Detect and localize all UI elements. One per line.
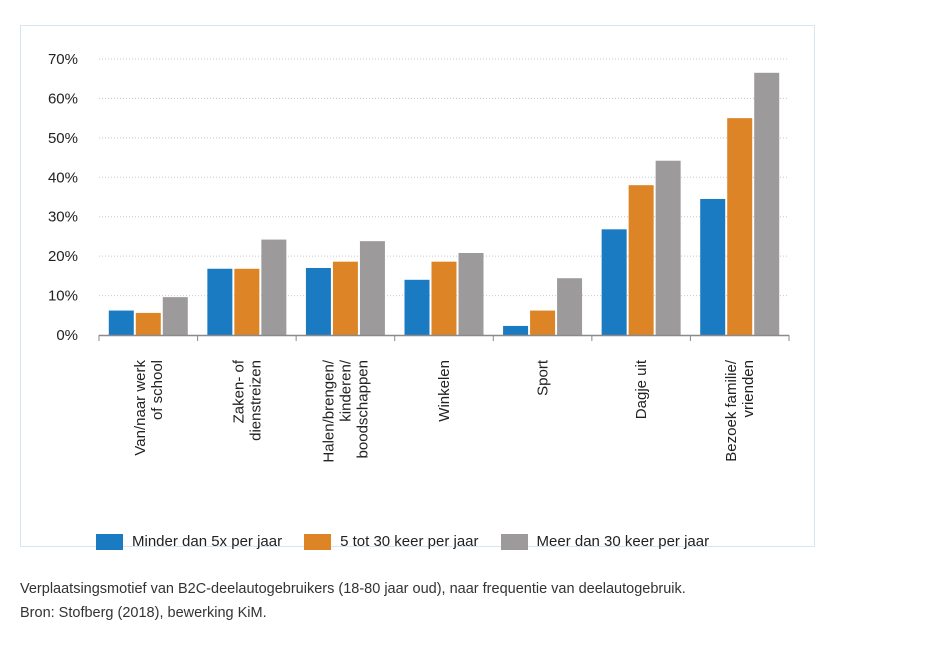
x-tick-label: Winkelen bbox=[436, 360, 453, 422]
bar-series-2 bbox=[628, 185, 654, 335]
bar-series-3 bbox=[754, 72, 780, 336]
x-tick-label: of school bbox=[149, 360, 166, 420]
x-tick-label: boodschappen bbox=[354, 360, 371, 458]
y-tick-label: 20% bbox=[48, 248, 78, 265]
bar-series-2 bbox=[332, 261, 358, 335]
bar-series-2 bbox=[431, 261, 457, 335]
y-tick-label: 10% bbox=[48, 288, 78, 305]
x-tick-label: Bezoek familie/ bbox=[723, 359, 740, 462]
bar-series-2 bbox=[530, 310, 556, 335]
bar-series-1 bbox=[108, 310, 134, 335]
bar-series-1 bbox=[207, 268, 233, 335]
x-tick-label: Sport bbox=[535, 359, 552, 396]
legend-label-series-3: Meer dan 30 keer per jaar bbox=[536, 533, 710, 550]
bar-series-1 bbox=[601, 229, 627, 335]
bar-series-2 bbox=[135, 312, 161, 335]
legend-label-series-1: Minder dan 5x per jaar bbox=[132, 533, 283, 550]
legend-swatch-series-3 bbox=[500, 533, 528, 550]
bar-series-3 bbox=[557, 278, 583, 335]
x-tick-label: kinderen/ bbox=[337, 359, 354, 422]
legend-label-series-2: 5 tot 30 keer per jaar bbox=[340, 533, 479, 550]
figure-caption: Verplaatsingsmotief van B2C-deelautogebr… bbox=[20, 577, 686, 625]
x-tick-label: vrienden bbox=[740, 360, 757, 418]
caption-source: Bron: Stofberg (2018), bewerking KiM. bbox=[20, 605, 267, 621]
bar-chart: 0% 10% 20% 30% 40% 50% 60% 70% Van/naar werk of s… bbox=[48, 51, 790, 463]
bar-series-2 bbox=[727, 118, 753, 336]
caption-description: Verplaatsingsmotief van B2C-deelautogebr… bbox=[20, 581, 686, 597]
x-tick-label: dienstreizen bbox=[247, 360, 264, 441]
bar-series-1 bbox=[305, 267, 331, 335]
chart-frame: 0% 10% 20% 30% 40% 50% 60% 70% Van/naar werk of s… bbox=[20, 25, 815, 550]
bar-series-3 bbox=[458, 252, 484, 335]
bar-series-2 bbox=[234, 268, 260, 335]
y-tick-label: 60% bbox=[48, 90, 78, 107]
legend-item-series-2: 5 tot 30 keer per jaar bbox=[304, 533, 479, 550]
y-tick-label: 30% bbox=[48, 209, 78, 226]
y-tick-label: 0% bbox=[56, 327, 78, 344]
bar-series-3 bbox=[162, 297, 188, 335]
bar-series-3 bbox=[261, 239, 287, 335]
legend: Minder dan 5x per jaar 5 tot 30 keer per… bbox=[96, 533, 731, 550]
bar-series-1 bbox=[700, 198, 726, 335]
legend-swatch-series-1 bbox=[96, 533, 123, 550]
x-tick-label: Halen/brengen/ bbox=[320, 359, 337, 462]
legend-item-series-1: Minder dan 5x per jaar bbox=[96, 533, 282, 550]
bar-series-1 bbox=[503, 325, 529, 335]
bar-series-3 bbox=[359, 241, 385, 335]
x-tick-label: Zaken- of bbox=[230, 359, 247, 423]
legend-item-series-3: Meer dan 30 keer per jaar bbox=[500, 533, 710, 550]
legend-swatch-series-2 bbox=[304, 533, 332, 550]
x-tick-label: Van/naar werk bbox=[132, 360, 149, 456]
y-tick-label: 40% bbox=[48, 169, 78, 186]
bar-series-1 bbox=[404, 279, 430, 335]
y-tick-label: 50% bbox=[48, 130, 78, 147]
x-tick-label: Dagje uit bbox=[633, 359, 650, 419]
bar-series-3 bbox=[655, 160, 681, 335]
y-tick-label: 70% bbox=[48, 51, 78, 68]
